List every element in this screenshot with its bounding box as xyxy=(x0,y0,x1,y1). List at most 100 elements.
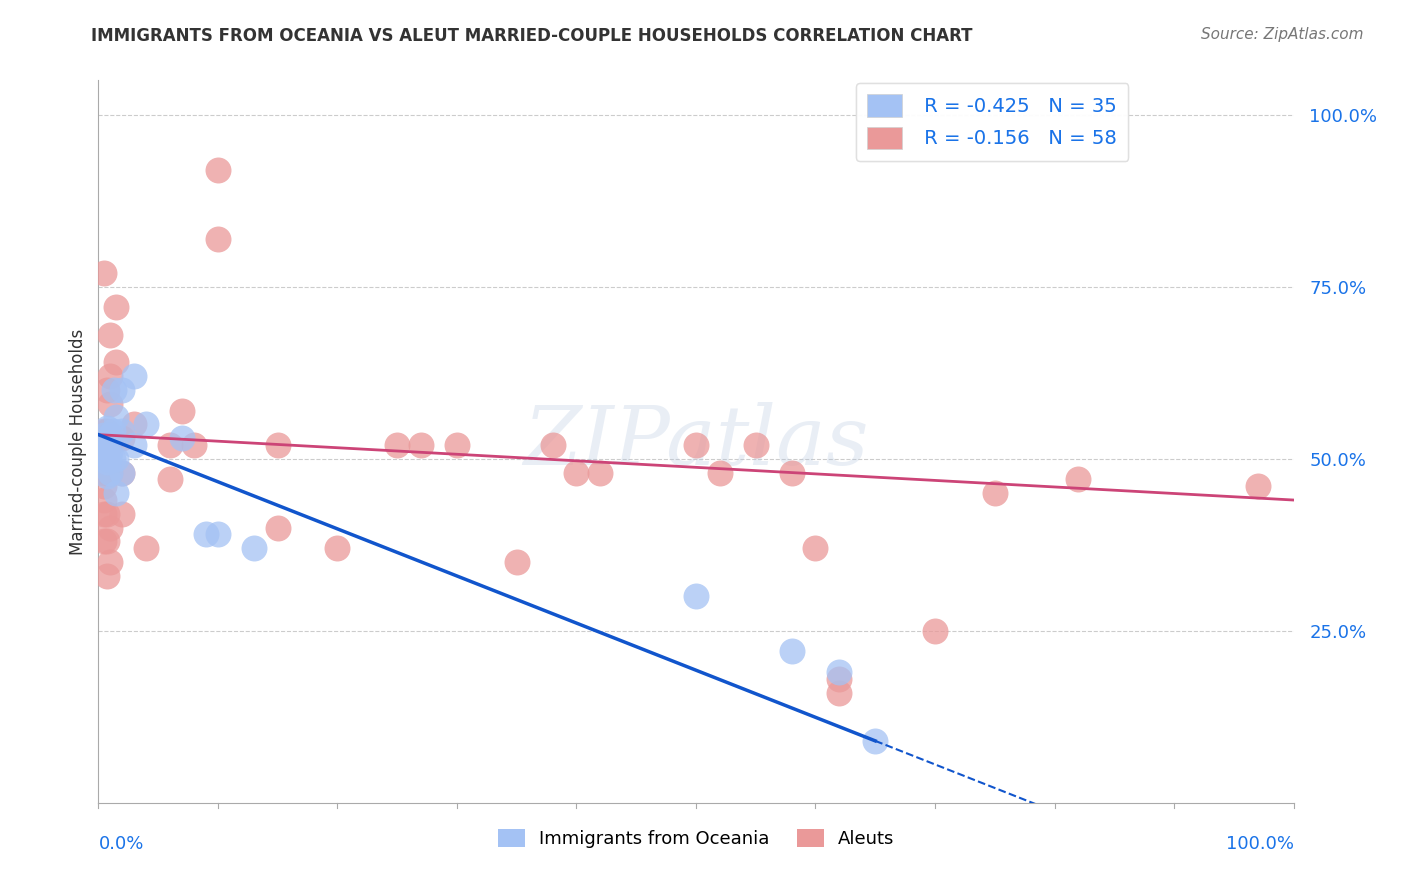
Point xyxy=(96,507,118,521)
Point xyxy=(96,424,118,438)
Point xyxy=(93,479,115,493)
Point xyxy=(685,590,707,604)
Point xyxy=(326,541,349,556)
Point xyxy=(984,486,1007,500)
Point xyxy=(111,466,134,480)
Point xyxy=(97,438,120,452)
Point xyxy=(105,486,128,500)
Point xyxy=(124,417,146,432)
Text: ZIPatlas: ZIPatlas xyxy=(523,401,869,482)
Point xyxy=(541,438,564,452)
Point xyxy=(93,451,115,466)
Point xyxy=(96,383,118,397)
Point xyxy=(98,427,122,442)
Y-axis label: Married-couple Households: Married-couple Households xyxy=(69,328,87,555)
Point xyxy=(159,438,181,452)
Point xyxy=(105,410,128,425)
Point xyxy=(183,438,205,452)
Point xyxy=(98,520,122,534)
Point xyxy=(96,421,118,435)
Point xyxy=(98,466,122,480)
Point xyxy=(172,403,194,417)
Point xyxy=(924,624,946,638)
Point xyxy=(93,448,115,462)
Point xyxy=(105,451,128,466)
Point xyxy=(98,445,122,459)
Point xyxy=(411,438,433,452)
Point xyxy=(111,507,134,521)
Point xyxy=(565,466,588,480)
Point xyxy=(589,466,612,480)
Point xyxy=(93,493,115,508)
Point xyxy=(98,555,122,569)
Point xyxy=(111,424,134,438)
Point xyxy=(93,427,115,442)
Point xyxy=(96,451,118,466)
Point xyxy=(96,455,118,469)
Point xyxy=(804,541,827,556)
Point xyxy=(828,686,851,700)
Point xyxy=(124,369,146,384)
Point xyxy=(98,438,122,452)
Point xyxy=(243,541,266,556)
Point xyxy=(105,355,128,369)
Text: 0.0%: 0.0% xyxy=(98,835,143,854)
Point xyxy=(93,507,115,521)
Text: 100.0%: 100.0% xyxy=(1226,835,1294,854)
Point xyxy=(96,466,118,480)
Point xyxy=(207,162,229,177)
Point xyxy=(103,383,125,397)
Point xyxy=(780,644,803,658)
Point xyxy=(96,434,118,449)
Point xyxy=(93,534,115,549)
Point xyxy=(96,448,118,462)
Point xyxy=(105,301,128,315)
Point xyxy=(506,555,529,569)
Point xyxy=(865,734,887,748)
Text: IMMIGRANTS FROM OCEANIA VS ALEUT MARRIED-COUPLE HOUSEHOLDS CORRELATION CHART: IMMIGRANTS FROM OCEANIA VS ALEUT MARRIED… xyxy=(91,27,973,45)
Point xyxy=(1247,479,1270,493)
Point xyxy=(93,442,115,456)
Point xyxy=(267,520,290,534)
Point xyxy=(1067,472,1090,486)
Point xyxy=(267,438,290,452)
Point xyxy=(93,266,115,280)
Point xyxy=(828,672,851,686)
Point xyxy=(111,466,134,480)
Point xyxy=(93,466,115,480)
Point xyxy=(98,369,122,384)
Point xyxy=(98,327,122,342)
Point xyxy=(709,466,731,480)
Point xyxy=(96,568,118,582)
Point xyxy=(385,438,409,452)
Point xyxy=(780,466,803,480)
Point xyxy=(446,438,468,452)
Text: Source: ZipAtlas.com: Source: ZipAtlas.com xyxy=(1201,27,1364,42)
Point xyxy=(98,451,121,466)
Point xyxy=(93,438,115,452)
Point xyxy=(828,665,851,679)
Legend:  R = -0.425   N = 35,  R = -0.156   N = 58: R = -0.425 N = 35, R = -0.156 N = 58 xyxy=(856,83,1129,161)
Point xyxy=(111,383,134,397)
Point xyxy=(96,534,118,549)
Point xyxy=(685,438,707,452)
Point xyxy=(93,434,115,449)
Point xyxy=(124,438,146,452)
Point xyxy=(93,424,115,438)
Point xyxy=(745,438,768,452)
Point xyxy=(98,397,122,411)
Point xyxy=(172,431,194,445)
Point xyxy=(135,541,157,556)
Point xyxy=(101,424,124,438)
Point xyxy=(97,451,120,466)
Point xyxy=(98,466,122,480)
Point xyxy=(101,451,124,466)
Point xyxy=(111,431,134,445)
Point xyxy=(96,438,118,452)
Point xyxy=(207,231,229,245)
Point xyxy=(135,417,157,432)
Point xyxy=(96,469,118,483)
Point xyxy=(207,527,229,541)
Point xyxy=(195,527,218,541)
Point xyxy=(159,472,181,486)
